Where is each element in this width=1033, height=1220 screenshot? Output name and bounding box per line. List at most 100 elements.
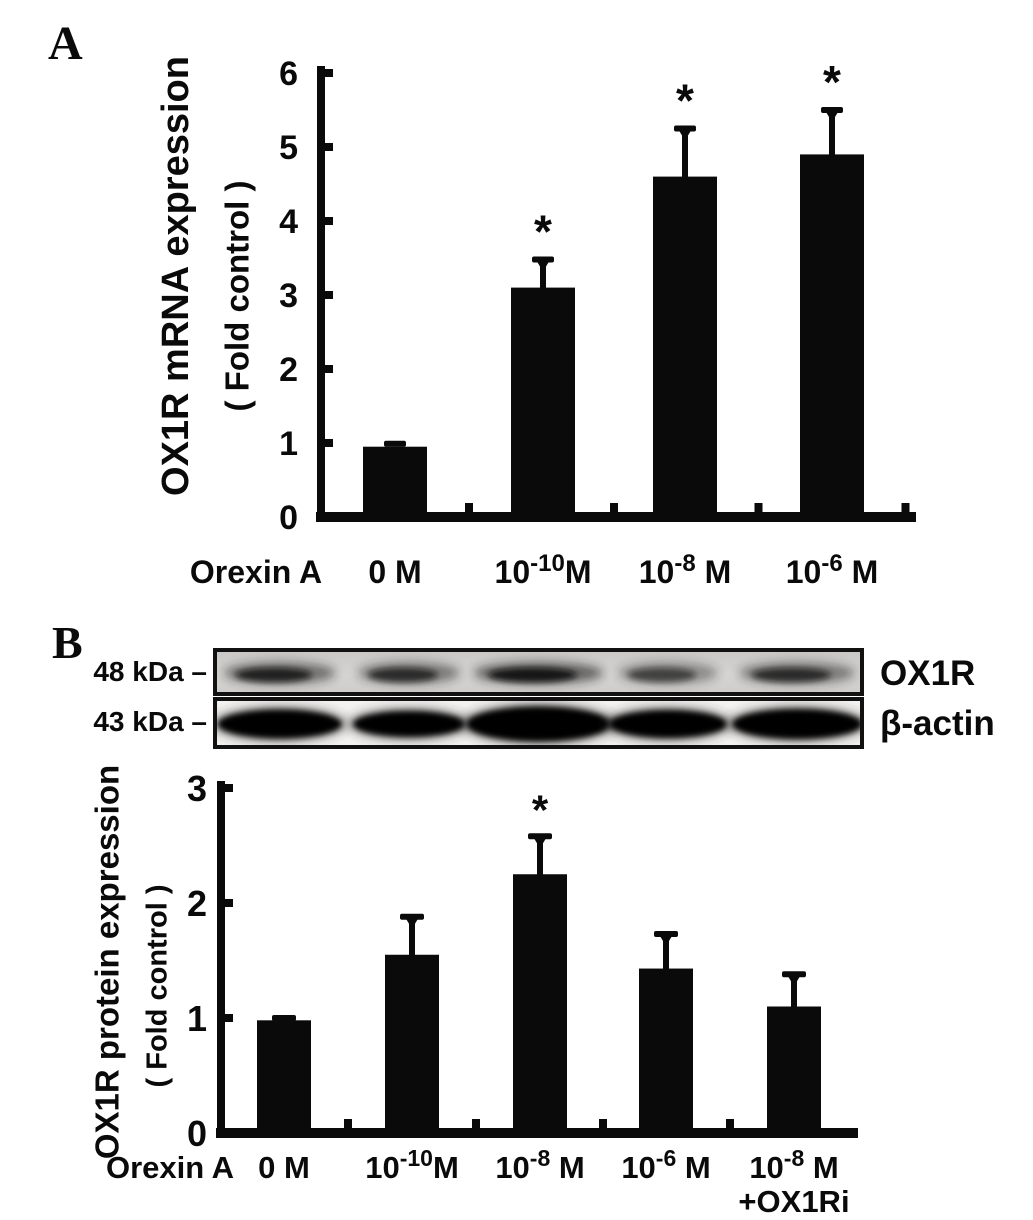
panelA-error-bar-tip [826, 112, 838, 122]
panelB-y-tick-label: 3 [187, 768, 207, 809]
panelB-y-tick [224, 784, 233, 792]
panelA-error-bar-cap [532, 256, 554, 263]
panelA-y-tick-label: 1 [279, 425, 298, 463]
panelB-error-bar-cap [272, 1015, 296, 1021]
panelB-error-bar-tip [788, 976, 800, 987]
panelB-y-tick-label: 1 [187, 998, 207, 1039]
panelA-error-bar-tip [537, 261, 549, 272]
panelA-error-bar-line [682, 128, 688, 179]
panelA-x-axis [316, 512, 916, 522]
beta-actin-band [353, 711, 466, 737]
panelB-x-category-label: 10-8 M [495, 1145, 584, 1185]
panelB-row-label: Orexin A [106, 1150, 234, 1185]
panelA-bar [511, 287, 575, 521]
panelB-x-tick [344, 1119, 352, 1129]
panelB-error-bar-cap [654, 931, 678, 938]
panelA-x-category-label: 10-6 M [786, 550, 878, 590]
panelA-y-tick [324, 143, 333, 151]
panelB-error-bar-line [537, 836, 543, 877]
panelB-y-tick [224, 1014, 233, 1022]
panelA-error-bar-line [540, 259, 546, 290]
panelA-x-category-label: 10-10M [495, 550, 592, 590]
panelB-error-bar-line [663, 934, 669, 971]
beta-actin-band [608, 710, 727, 738]
panelB-y-tick-label: 2 [187, 883, 207, 924]
panelB-significance-asterisk: * [532, 786, 549, 833]
molecular-weight-label-43kda: 43 kDa – [93, 706, 207, 737]
panelA-y-tick-label: 5 [279, 129, 298, 167]
panelA-significance-asterisk: * [676, 75, 694, 127]
ox1r-band-core [235, 668, 312, 682]
panelB-bar [385, 954, 439, 1137]
panelA-error-bar-line [829, 110, 835, 157]
panelA-chart: 0 1 2 3 4 5 6 * * * 0 M 10-10M 10-8 M 10-6 M Orexin A [190, 55, 916, 590]
panel-b-y-axis-title: OX1R protein expression [88, 764, 126, 1160]
ox1r-band-core [368, 668, 438, 682]
panelA-significance-asterisk: * [534, 205, 552, 257]
panelA-x-tick [610, 503, 618, 513]
panelA-y-tick [324, 217, 333, 225]
panelA-significance-asterisk: * [823, 56, 841, 108]
panelB-x-category-label: 10-10M [365, 1145, 459, 1185]
panelA-y-tick [324, 69, 333, 77]
ox1r-strip-border [213, 648, 864, 696]
panelA-bar [653, 176, 717, 521]
panel-a-y-axis-title: OX1R mRNA expression [155, 56, 197, 496]
panelA-y-tick [324, 365, 333, 373]
panelB-error-bar-tip [660, 936, 672, 947]
panelA-error-bar-cap [674, 125, 696, 132]
beta-actin-band [732, 709, 860, 739]
panelA-x-tick [901, 503, 910, 513]
panelB-error-bar-line [409, 916, 415, 957]
ox1r-band-core [488, 668, 577, 682]
western-blot [213, 648, 864, 749]
panelB-x-tick [472, 1119, 480, 1129]
panelA-y-tick-label: 4 [279, 203, 298, 241]
panelB-error-bar-cap [782, 971, 806, 978]
panelB-x-category-label: +OX1Ri [738, 1184, 849, 1219]
panelA-x-tick [465, 503, 473, 513]
panelB-bar [767, 1006, 821, 1137]
panelB-bar [639, 968, 693, 1137]
panelA-x-category-label: 10-8 M [639, 550, 731, 590]
panelA-y-axis [317, 66, 325, 522]
panelB-x-category-label: 0 M [258, 1150, 310, 1185]
panelA-row-label: Orexin A [190, 554, 322, 590]
panelB-y-tick-label: 0 [187, 1113, 207, 1154]
panelB-error-bar-line [791, 974, 797, 1009]
panelA-x-category-label: 0 M [368, 554, 421, 590]
blot-band-label-ox1r: OX1R [880, 654, 976, 693]
ox1r-band-core [751, 668, 831, 682]
panelB-y-axis [217, 781, 225, 1138]
panelB-error-bar-cap [400, 913, 424, 920]
panelA-y-tick [324, 439, 333, 447]
panelA-y-tick-label: 3 [279, 277, 298, 315]
panelB-y-tick [224, 899, 233, 907]
panelA-bar [363, 446, 427, 521]
ox1r-band-core [627, 668, 696, 682]
blot-band-label-beta-actin: β-actin [880, 704, 995, 743]
panelB-error-bar-tip [534, 838, 546, 849]
panelA-y-tick-label: 6 [279, 55, 298, 93]
panelA-error-bar-cap [821, 107, 843, 113]
ox1r-bands [223, 662, 856, 684]
beta-actin-bands [217, 702, 860, 745]
panelB-error-bar-tip [406, 918, 418, 929]
beta-actin-band [217, 709, 342, 739]
panelA-y-tick [324, 291, 333, 299]
panelB-error-bar-cap [528, 833, 552, 840]
panelB-x-tick [726, 1119, 734, 1129]
panel-b-letter: B [52, 617, 83, 668]
panelB-bar [513, 874, 567, 1137]
panelB-bar [257, 1020, 311, 1137]
panel-a-letter: A [48, 17, 83, 70]
panelB-x-tick [599, 1119, 607, 1129]
panelB-x-category-label: 10-8 M [749, 1145, 838, 1185]
panelA-x-tick [754, 503, 763, 513]
panelA-error-bar-tip [679, 130, 691, 141]
panelB-x-category-label: 10-6 M [621, 1145, 710, 1185]
panelA-y-tick-label: 0 [279, 499, 298, 537]
